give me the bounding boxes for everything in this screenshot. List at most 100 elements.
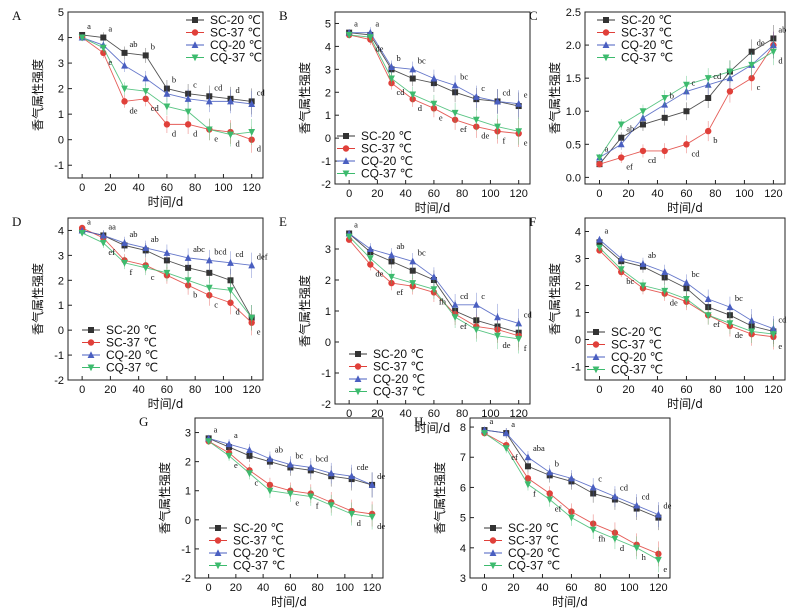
legend: SC-20 ℃SC-37 ℃CQ-20 ℃CQ-37 ℃ xyxy=(349,347,425,399)
x-tick-label: 40 xyxy=(651,188,663,200)
significance-letter: d xyxy=(193,128,198,138)
marker-triangle-up xyxy=(87,351,95,358)
marker-circle xyxy=(592,341,600,348)
marker-triangle-up xyxy=(409,257,417,265)
marker-square xyxy=(618,134,625,141)
y-tick-label: 0 xyxy=(575,335,581,347)
x-tick-label: 0 xyxy=(596,384,602,396)
x-tick-label: 60 xyxy=(680,188,692,200)
y-tick-label: 0.5 xyxy=(566,139,581,151)
x-tick-label: 0 xyxy=(596,188,602,200)
legend: SC-20 ℃SC-37 ℃CQ-20 ℃CQ-37 ℃ xyxy=(82,323,158,375)
panel-label: D xyxy=(12,214,21,229)
legend: SC-20 ℃SC-37 ℃CQ-20 ℃CQ-37 ℃ xyxy=(587,325,663,377)
marker-triangle-down xyxy=(655,556,662,564)
significance-letter: e xyxy=(257,327,261,337)
marker-triangle-up xyxy=(286,460,294,468)
marker-square xyxy=(603,17,609,23)
significance-letter: cd xyxy=(257,87,266,97)
series-triangle-down xyxy=(481,430,662,573)
y-tick-label: 3 xyxy=(325,244,331,256)
y-tick-label: 5 xyxy=(460,513,466,525)
significance-letter: a xyxy=(375,19,379,29)
x-axis-label: 时间/d xyxy=(415,421,451,435)
x-tick-label: 20 xyxy=(507,582,519,594)
y-tick-label: 1 xyxy=(58,300,64,312)
significance-letter: c xyxy=(598,473,602,483)
x-tick-label: 100 xyxy=(620,582,638,594)
marker-triangle-up xyxy=(589,483,597,491)
marker-triangle-down xyxy=(345,31,353,39)
legend-label: CQ-37 ℃ xyxy=(361,167,413,181)
significance-letter: fh xyxy=(439,296,447,306)
significance-letter: c xyxy=(757,82,761,92)
significance-letter: d xyxy=(357,518,362,528)
marker-square xyxy=(100,34,107,41)
panel-label: G xyxy=(139,414,148,429)
legend-label: SC-20 ℃ xyxy=(210,13,261,27)
marker-triangle-up xyxy=(205,256,213,264)
marker-triangle-down xyxy=(345,233,353,241)
significance-letter: e xyxy=(295,498,299,508)
panel-label: C xyxy=(529,8,538,23)
x-tick-label: 40 xyxy=(400,408,412,420)
legend-label: CQ-37 ℃ xyxy=(210,51,262,65)
x-tick-label: 60 xyxy=(161,384,173,396)
significance-letter: cd xyxy=(397,87,406,97)
legend-label: CQ-20 ℃ xyxy=(210,38,262,52)
y-tick-label: 2 xyxy=(325,275,331,287)
legend: SC-20 ℃SC-37 ℃CQ-20 ℃CQ-37 ℃ xyxy=(186,13,262,65)
x-tick-label: 80 xyxy=(594,582,606,594)
significance-letter: bcd xyxy=(316,453,329,463)
significance-letter: c xyxy=(214,299,218,309)
marker-triangle-down xyxy=(366,34,374,42)
marker-triangle-up xyxy=(515,319,523,327)
x-tick-label: 100 xyxy=(481,188,499,200)
significance-letter: c xyxy=(254,477,258,487)
legend-label: SC-37 ℃ xyxy=(508,534,559,548)
plot-frame xyxy=(584,217,786,381)
y-tick-label: 7 xyxy=(460,452,466,464)
marker-triangle-up xyxy=(248,261,256,269)
significance-letters: a ab bc bc cd bc de ef de e xyxy=(604,226,787,351)
marker-triangle-down xyxy=(481,430,488,437)
marker-square xyxy=(661,114,668,121)
marker-triangle-down xyxy=(388,273,395,281)
significance-letter: ef xyxy=(460,321,467,331)
marker-triangle-up xyxy=(472,301,480,308)
significance-letter: e xyxy=(108,57,112,67)
marker-triangle-up xyxy=(430,273,438,280)
y-tick-label: 3 xyxy=(185,428,191,440)
legend-label: CQ-37 ℃ xyxy=(621,51,673,65)
significance-letter: a xyxy=(214,424,218,434)
series-triangle-down xyxy=(78,229,256,331)
significance-letter: aba xyxy=(533,443,545,453)
marker-circle xyxy=(726,88,734,95)
legend-label: SC-37 ℃ xyxy=(361,142,412,156)
marker-triangle-down xyxy=(502,445,510,452)
significance-letter: f xyxy=(533,488,536,498)
marker-triangle-down xyxy=(633,544,641,552)
marker-triangle-down xyxy=(342,170,350,178)
plot-frame xyxy=(194,417,384,579)
marker-triangle-down xyxy=(430,100,438,108)
marker-triangle-up xyxy=(494,97,501,105)
y-axis-label: 香气属性强度 xyxy=(30,59,45,131)
y-tick-label: 1 xyxy=(58,109,64,121)
y-tick-label: 1.5 xyxy=(566,73,581,85)
x-tick-label: 100 xyxy=(735,384,753,396)
series-line xyxy=(208,440,373,518)
plot-frame xyxy=(584,11,786,185)
significance-letter: d xyxy=(418,103,423,113)
x-tick-label: 120 xyxy=(363,582,381,594)
significance-letter: cd xyxy=(778,315,787,325)
significance-letter: de xyxy=(757,38,765,48)
y-tick-label: 3 xyxy=(460,573,466,585)
significance-letter: b xyxy=(151,41,155,51)
marker-circle xyxy=(683,141,690,148)
marker-square xyxy=(683,108,690,115)
marker-triangle-down xyxy=(748,61,756,69)
marker-triangle-down xyxy=(489,562,497,570)
